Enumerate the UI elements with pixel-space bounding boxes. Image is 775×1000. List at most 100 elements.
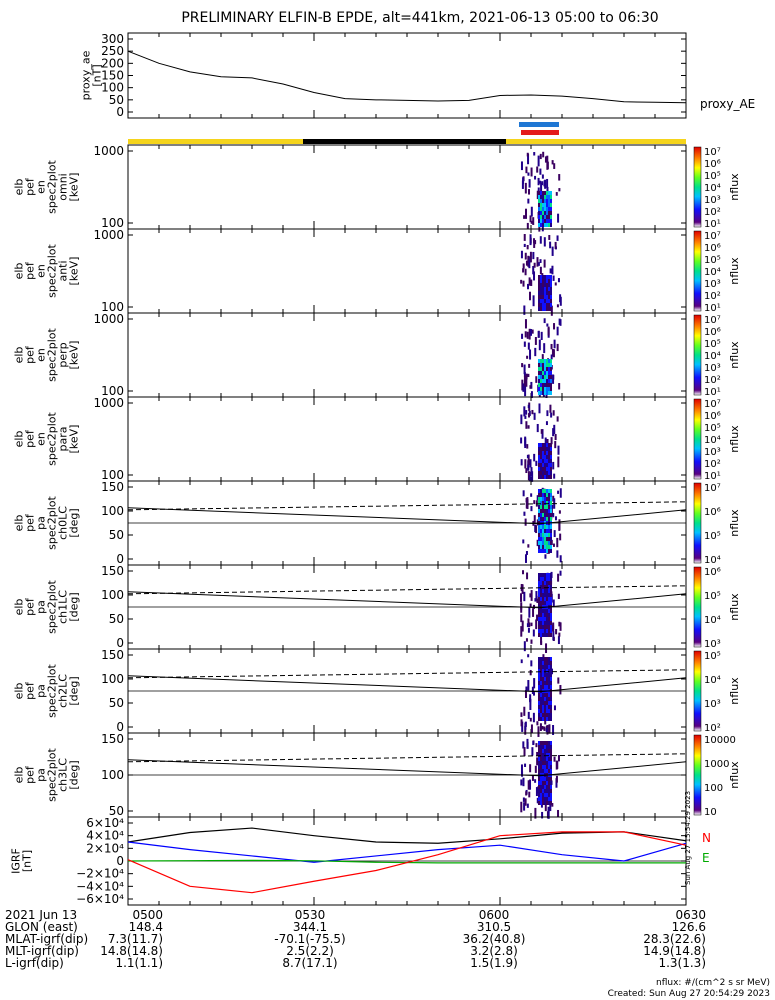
spectrogram-pixel (540, 537, 542, 541)
spectrogram-pixel (538, 505, 540, 509)
spectrogram-pixel (546, 455, 548, 459)
spectrogram-pixel (556, 326, 559, 336)
spectrogram-pixel (522, 268, 525, 273)
spectrogram-pixel (550, 601, 552, 605)
spectrogram-pixel (521, 363, 524, 368)
spectrogram-pixel (534, 336, 537, 345)
spectrogram-pixel (532, 608, 535, 617)
spectrogram-pixel (540, 541, 542, 545)
spectrogram-pixel (544, 665, 546, 669)
spectrogram-pixel (546, 669, 548, 673)
spectrogram-pixel (550, 741, 552, 745)
spectrogram-pixel (544, 383, 546, 387)
spectrogram-pixel (523, 406, 526, 417)
spectrogram-pixel (558, 383, 561, 390)
spectrogram-pixel (538, 199, 540, 203)
spectrogram-pixel (555, 778, 558, 788)
spectrogram-pixel (548, 757, 550, 761)
spectrogram-pixel (542, 287, 544, 291)
spectrogram-pixel (540, 673, 542, 677)
spectrogram-pixel (548, 375, 550, 379)
spectrogram-pixel (526, 444, 529, 449)
spectrogram-pixel (529, 215, 532, 223)
spectrogram-pixel (542, 471, 544, 475)
spectrogram-pixel (535, 787, 538, 797)
spectrogram-pixel (531, 686, 534, 694)
y-axis-label: elbpefpaspec2plotch3LC[deg] (13, 748, 81, 802)
spectrogram-pixel (520, 583, 523, 591)
spectrogram-pixel (542, 391, 544, 395)
spectrogram-pixel (550, 685, 552, 689)
colorbar-tick-label: 10⁶ (704, 243, 721, 254)
spectrogram-pixel (527, 425, 530, 429)
spectrogram-pixel (546, 621, 548, 625)
spectrogram-pixel (538, 677, 540, 681)
spectrogram-pixel (550, 387, 552, 391)
spectrogram-pixel (540, 801, 542, 805)
y-axis-label: elbpefenspec2plotanti[keV] (13, 244, 81, 298)
spectrogram-pixel (550, 529, 552, 533)
spectrogram-pixel (538, 403, 541, 414)
spectrogram-pixel (546, 661, 548, 665)
spectrogram-pixel (540, 331, 543, 340)
spectrogram-pixel (546, 287, 548, 291)
spectrogram-pixel (544, 609, 546, 613)
spectrogram-pixel (522, 263, 525, 269)
spectrogram-pixel (542, 367, 544, 371)
spectrogram-pixel (548, 471, 550, 475)
spectrogram-pixel (520, 593, 523, 602)
spectrogram-pixel (538, 501, 540, 505)
spectrogram-pixel (524, 798, 527, 806)
spectrogram-pixel (538, 769, 540, 773)
spectrogram-pixel (546, 443, 548, 447)
spectrogram-pixel (548, 601, 550, 605)
spectrogram-pixel (546, 697, 548, 701)
spectrogram-pixel (546, 629, 548, 633)
x-row-value: 8.7(17.1) (282, 956, 337, 970)
spectrogram-pixel (540, 585, 542, 589)
colorbar-tick-label: 10⁵ (704, 651, 721, 662)
spectrogram-pixel (550, 677, 552, 681)
spectrogram-pixel (542, 669, 544, 673)
spectrogram-pixel (538, 597, 540, 601)
spectrogram-pixel (538, 191, 540, 195)
spectrogram-pixel (528, 622, 531, 628)
spectrogram-pixel (527, 618, 530, 624)
spectrogram-pixel (546, 601, 548, 605)
spectrogram-pixel (538, 669, 540, 673)
spectrogram-pixel (540, 459, 542, 463)
spectrogram-pixel (536, 257, 539, 267)
spectrogram-pixel (550, 745, 552, 749)
spectrogram-pixel (544, 489, 546, 493)
spectrogram-pixel (539, 259, 542, 263)
side-stamp: Sun Aug 27 15:54:29 2023 (684, 791, 692, 885)
spectrogram-pixel (542, 761, 544, 765)
spectrogram-pixel (556, 550, 559, 558)
y-tick-label: 100 (101, 300, 124, 314)
spectrogram-pixel (537, 331, 540, 338)
spectrogram-pixel (542, 617, 544, 621)
spectrogram-pixel (542, 283, 544, 287)
y-tick-label: 100 (101, 588, 124, 602)
spectrogram-pixel (535, 376, 538, 383)
spectrogram-pixel (546, 295, 548, 299)
spectrogram-pixel (522, 280, 525, 287)
spectrogram-pixel (546, 585, 548, 589)
spectrogram-pixel (538, 517, 540, 521)
spectrogram-pixel (548, 545, 550, 549)
spectrogram-pixel (546, 283, 548, 287)
spectrogram-pixel (540, 463, 542, 467)
spectrogram-pixel (540, 629, 542, 633)
x-row-label: MLAT-igrf(dip) (5, 932, 88, 946)
spectrogram-pixel (527, 255, 530, 267)
spectrogram-pixel (550, 629, 552, 633)
spectrogram-pixel (532, 295, 535, 307)
spectrogram-pixel (540, 215, 542, 219)
spectrogram-pixel (542, 657, 544, 661)
y-axis-label: elbpefenspec2plotperp[keV] (13, 328, 81, 382)
colorbar-tick-label: 10⁷ (704, 147, 721, 158)
spectrogram-pixel (546, 191, 548, 195)
panel-igrf: IGRF[nT] 6×10⁴4×10⁴2×10⁴0−2×10⁴−4×10⁴−6×1… (10, 791, 711, 906)
spectrogram-pixel (540, 617, 542, 621)
spectrogram-pixel (536, 614, 539, 621)
